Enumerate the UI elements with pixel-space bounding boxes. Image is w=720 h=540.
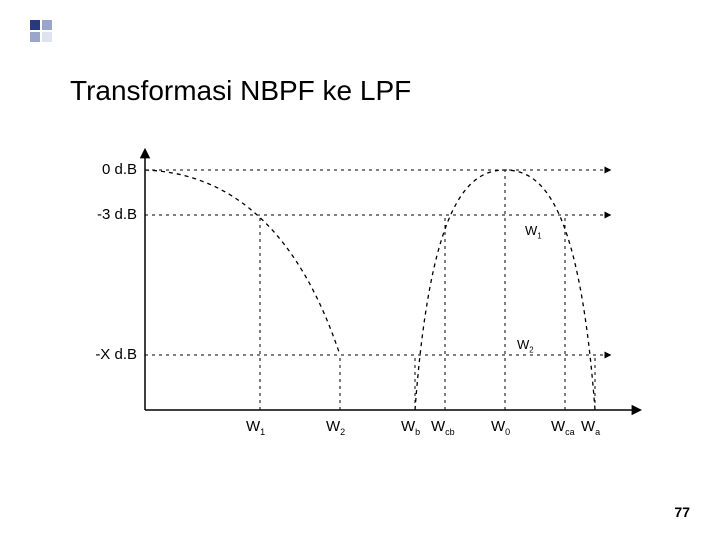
x-axis-label: Wb (401, 418, 420, 437)
filter-transform-diagram: 0 d.B-3 d.B-X d.BW1W2WbWcbW0WcaWaW1W2 (85, 140, 645, 430)
y-axis-label: 0 d.B (102, 161, 137, 178)
slide-title: Transformasi NBPF ke LPF (70, 75, 411, 107)
x-axis-label: W0 (491, 418, 510, 437)
x-axis-label: Wcb (431, 418, 455, 437)
x-axis-label: Wa (581, 418, 600, 437)
x-axis-label: Wca (551, 418, 575, 437)
inline-curve-label: W1 (525, 223, 542, 241)
x-axis-label: W1 (246, 418, 265, 437)
inline-curve-label: W2 (517, 337, 534, 355)
y-axis-label: -3 d.B (97, 206, 137, 223)
page-number: 77 (674, 504, 690, 520)
y-axis-label: -X d.B (95, 346, 137, 363)
x-axis-label: W2 (326, 418, 345, 437)
diagram-svg (85, 140, 645, 430)
